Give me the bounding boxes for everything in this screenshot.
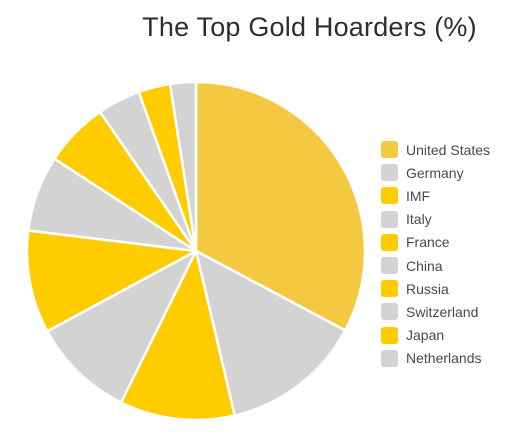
legend-swatch — [381, 280, 398, 298]
legend-swatch — [381, 349, 398, 367]
legend-swatch — [381, 257, 398, 275]
legend-item-france[interactable]: France — [381, 231, 490, 254]
legend-label: Netherlands — [406, 350, 482, 367]
legend-item-switzerland[interactable]: Switzerland — [381, 300, 490, 323]
legend-item-imf[interactable]: IMF — [381, 184, 490, 207]
pie-slice-italy[interactable] — [46, 249, 198, 404]
legend-label: China — [406, 257, 443, 274]
legend-label: Switzerland — [406, 303, 479, 320]
legend-label: Germany — [406, 164, 464, 181]
legend-label: IMF — [406, 187, 431, 204]
pie-slice-netherlands[interactable] — [168, 80, 198, 253]
legend-item-china[interactable]: China — [381, 254, 490, 277]
legend-label: Russia — [406, 280, 449, 297]
legend-label: Italy — [406, 211, 432, 228]
legend-swatch — [381, 187, 398, 205]
legend-label: United States — [406, 141, 491, 158]
pie-slice-france[interactable] — [25, 229, 198, 333]
pie-slice-imf[interactable] — [119, 249, 236, 422]
legend-swatch — [381, 210, 398, 228]
legend-swatch — [381, 233, 398, 251]
legend-swatch — [381, 303, 398, 321]
legend-item-italy[interactable]: Italy — [381, 208, 490, 231]
legend: United States Germany IMF Italy France China R… — [381, 138, 490, 370]
legend-label: France — [406, 234, 450, 251]
legend-item-russia[interactable]: Russia — [381, 277, 490, 300]
legend-label: Japan — [406, 327, 445, 344]
legend-item-japan[interactable]: Japan — [381, 324, 490, 347]
pie-slice-united-states[interactable] — [194, 80, 367, 332]
legend-item-germany[interactable]: Germany — [381, 161, 490, 184]
legend-item-netherlands[interactable]: Netherlands — [381, 347, 490, 370]
chart-title: The Top Gold Hoarders (%) — [142, 12, 477, 42]
legend-swatch — [381, 164, 398, 182]
legend-swatch — [381, 141, 398, 159]
pie-slice-germany[interactable] — [194, 249, 347, 417]
legend-swatch — [381, 326, 398, 344]
legend-item-united-states[interactable]: United States — [381, 138, 490, 161]
